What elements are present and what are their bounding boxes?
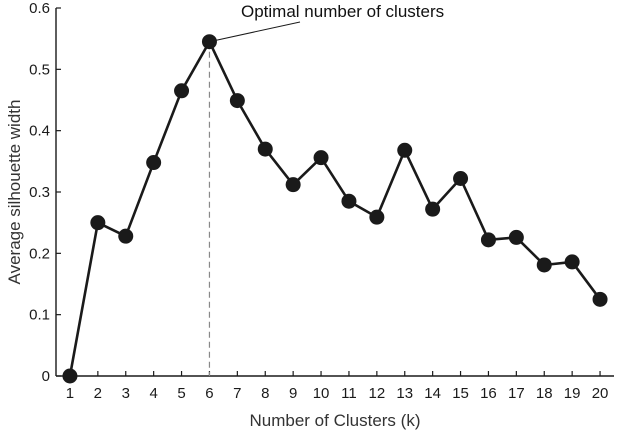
x-tick-label-0: 1 (66, 385, 74, 402)
y-tick-label-4: 0.4 (29, 123, 50, 140)
x-tick-label-14: 15 (452, 385, 469, 402)
data-point-9 (285, 177, 301, 193)
x-tick-label-4: 5 (177, 385, 185, 402)
x-tick-label-10: 11 (341, 385, 357, 402)
x-tick-label-13: 14 (424, 385, 441, 402)
y-tick-label-0: 0 (42, 368, 50, 385)
data-point-4 (146, 155, 162, 171)
x-tick-label-15: 16 (480, 385, 497, 402)
x-tick-label-2: 3 (122, 385, 130, 402)
y-tick-label-1: 0.1 (29, 307, 50, 324)
x-tick-label-9: 10 (313, 385, 330, 402)
data-point-14 (425, 201, 441, 217)
y-axis-title: Average silhouette width (5, 100, 24, 285)
y-tick-label-5: 0.5 (29, 61, 50, 78)
annotation-leader-line (209, 21, 301, 43)
x-tick-label-6: 7 (233, 385, 241, 402)
series-line (68, 40, 602, 377)
x-tick-label-8: 9 (289, 385, 297, 402)
data-point-5 (174, 83, 190, 99)
data-point-8 (257, 141, 273, 157)
data-point-2 (90, 215, 106, 231)
data-point-12 (369, 209, 385, 225)
x-tick-label-5: 6 (205, 385, 213, 402)
data-point-11 (341, 193, 357, 209)
x-tick-label-17: 18 (536, 385, 553, 402)
x-tick-label-11: 12 (369, 385, 386, 402)
x-axis-title: Number of Clusters (k) (250, 411, 421, 430)
optimal-k-annotation: Optimal number of clusters (241, 2, 444, 21)
y-tick-label-3: 0.3 (29, 184, 50, 201)
y-tick-label-2: 0.2 (29, 245, 50, 262)
data-point-17 (508, 229, 524, 245)
x-tick-label-1: 2 (94, 385, 102, 402)
data-point-1 (62, 368, 78, 384)
data-point-20 (592, 291, 608, 307)
data-point-13 (397, 142, 413, 158)
x-tick-label-16: 17 (508, 385, 525, 402)
data-point-6 (201, 34, 217, 50)
x-tick-label-7: 8 (261, 385, 269, 402)
data-point-16 (480, 232, 496, 248)
x-tick-label-12: 13 (396, 385, 413, 402)
plot-area: 00.10.20.30.40.50.61 2 3 4 5 6 7 8 9 10 11 12 13 14 15… (29, 0, 614, 402)
data-point-3 (118, 228, 134, 244)
data-point-15 (453, 171, 469, 187)
x-tick-label-18: 19 (564, 385, 581, 402)
data-point-10 (313, 150, 329, 166)
data-point-18 (536, 257, 552, 273)
x-tick-label-3: 4 (149, 385, 157, 402)
data-point-7 (229, 93, 245, 109)
y-tick-label-6: 0.6 (29, 0, 50, 17)
data-point-19 (564, 254, 580, 270)
x-tick-label-19: 20 (592, 385, 609, 402)
